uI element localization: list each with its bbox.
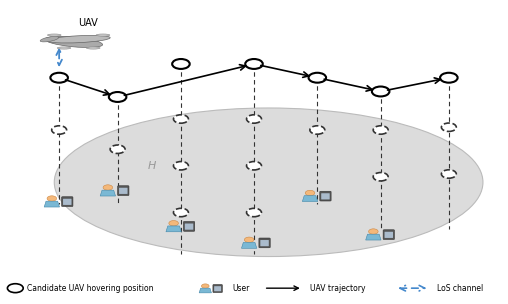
FancyBboxPatch shape: [118, 186, 129, 195]
Ellipse shape: [45, 36, 103, 47]
Circle shape: [103, 185, 113, 190]
Circle shape: [169, 221, 178, 226]
Circle shape: [441, 123, 456, 131]
Circle shape: [173, 161, 188, 170]
Ellipse shape: [57, 47, 71, 49]
Text: LoS channel: LoS channel: [437, 284, 483, 293]
Text: H: H: [147, 161, 156, 171]
Circle shape: [440, 73, 458, 83]
Polygon shape: [302, 196, 318, 202]
FancyBboxPatch shape: [185, 223, 193, 230]
Polygon shape: [366, 234, 381, 240]
Polygon shape: [166, 226, 181, 232]
Text: UAV trajectory: UAV trajectory: [310, 284, 366, 293]
Circle shape: [310, 126, 325, 134]
Text: Candidate UAV hovering position: Candidate UAV hovering position: [27, 284, 154, 293]
Circle shape: [8, 284, 23, 293]
FancyBboxPatch shape: [183, 222, 195, 231]
Circle shape: [109, 92, 126, 102]
Polygon shape: [199, 288, 211, 293]
Ellipse shape: [96, 34, 110, 36]
Circle shape: [47, 196, 56, 201]
Circle shape: [173, 115, 188, 123]
Circle shape: [373, 173, 388, 181]
FancyBboxPatch shape: [213, 285, 223, 292]
Circle shape: [172, 59, 189, 69]
Circle shape: [373, 126, 388, 134]
Circle shape: [308, 73, 326, 83]
Circle shape: [246, 161, 262, 170]
Circle shape: [305, 190, 315, 196]
Ellipse shape: [86, 47, 100, 49]
Circle shape: [369, 229, 378, 234]
FancyBboxPatch shape: [321, 193, 330, 199]
Circle shape: [441, 170, 456, 178]
Circle shape: [202, 284, 209, 288]
Polygon shape: [241, 243, 257, 248]
FancyBboxPatch shape: [320, 191, 331, 201]
Circle shape: [173, 208, 188, 217]
FancyBboxPatch shape: [61, 197, 73, 206]
FancyBboxPatch shape: [385, 232, 393, 238]
Circle shape: [50, 73, 68, 83]
FancyBboxPatch shape: [260, 240, 269, 246]
FancyBboxPatch shape: [259, 238, 270, 248]
Circle shape: [110, 145, 125, 154]
FancyBboxPatch shape: [214, 286, 221, 291]
Circle shape: [52, 126, 67, 134]
Circle shape: [244, 237, 254, 243]
Circle shape: [246, 115, 262, 123]
Text: UAV: UAV: [79, 18, 98, 28]
Circle shape: [372, 87, 390, 96]
Polygon shape: [100, 190, 115, 196]
Circle shape: [245, 59, 263, 69]
Text: User: User: [232, 284, 249, 293]
Polygon shape: [44, 201, 59, 207]
Ellipse shape: [47, 36, 110, 43]
FancyBboxPatch shape: [63, 199, 72, 205]
Ellipse shape: [40, 36, 58, 42]
Circle shape: [246, 208, 262, 217]
Ellipse shape: [47, 34, 61, 36]
Ellipse shape: [54, 108, 483, 257]
FancyBboxPatch shape: [119, 188, 128, 194]
FancyBboxPatch shape: [383, 230, 394, 240]
